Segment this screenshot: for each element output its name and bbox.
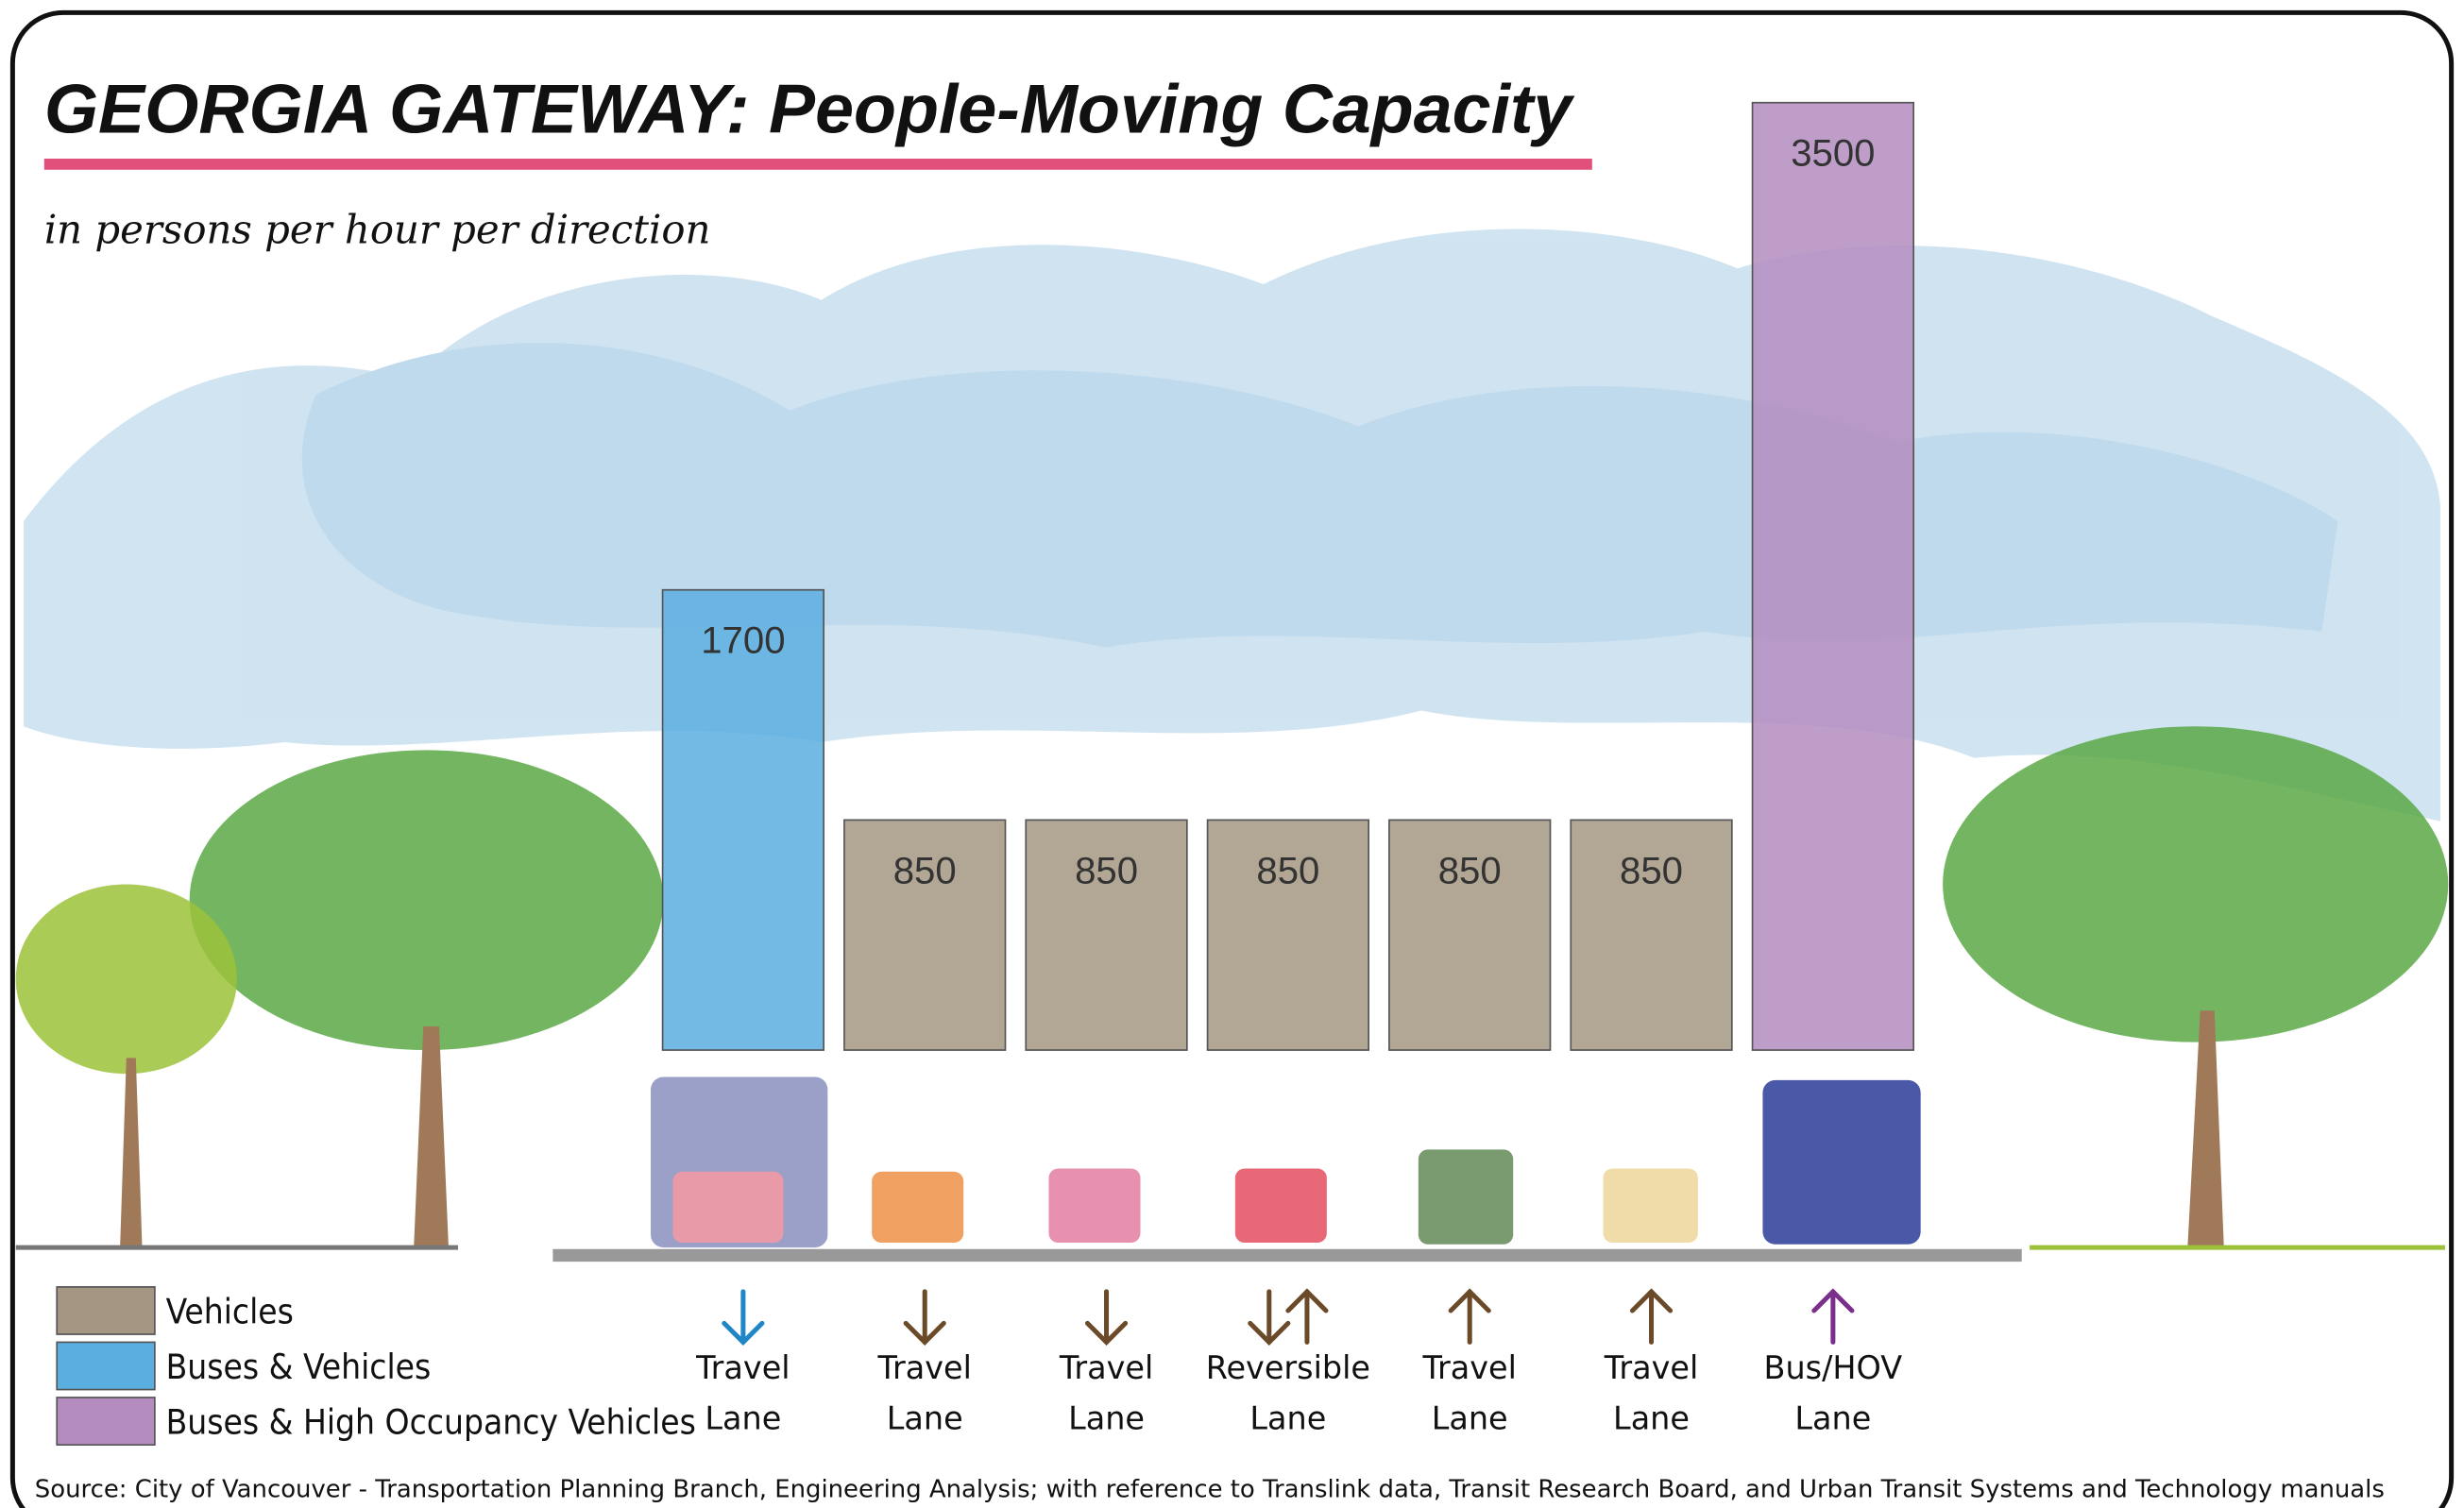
x-tick-label: Travel Lane [1422, 1348, 1517, 1437]
x-tick-label: Travel Lane [877, 1348, 972, 1437]
bar [661, 588, 825, 1051]
source: Source: City of Vancouver - Transportati… [35, 1475, 2385, 1503]
arrow-head [1084, 1320, 1129, 1346]
bar [843, 819, 1007, 1051]
frame [9, 9, 2455, 1508]
x-tick-label-box: Travel Lane [877, 1348, 972, 1437]
direction-arrow [1248, 1289, 1291, 1346]
value-label: 850 [1256, 849, 1319, 891]
legend-swatch [56, 1397, 156, 1446]
bar [1025, 819, 1188, 1051]
bar [1570, 819, 1733, 1051]
x-tick-label: Travel Lane [696, 1348, 790, 1437]
x-tick-label-box: Reversible Lane [1205, 1348, 1370, 1437]
value-label: 850 [1075, 849, 1138, 891]
x-tick-label: Travel Lane [1604, 1348, 1699, 1437]
direction-arrow [1448, 1288, 1491, 1345]
arrow-head [1629, 1288, 1674, 1313]
arrow-head [1248, 1320, 1291, 1346]
direction-arrow [1084, 1289, 1129, 1346]
value-label: 1700 [701, 619, 785, 662]
value-label: 850 [893, 849, 957, 891]
value-label: 850 [1438, 849, 1502, 891]
value-label: 3500 [1791, 132, 1875, 175]
direction-arrow [722, 1289, 765, 1346]
arrow-head [722, 1320, 765, 1346]
legend-swatch [56, 1286, 156, 1335]
chart-title: GEORGIA GATEWAY: People-Moving Capacity [44, 69, 1575, 147]
bar [1388, 819, 1552, 1051]
x-tick-label-box: Travel Lane [1604, 1348, 1699, 1437]
bar [1206, 819, 1370, 1051]
chart-subtitle: in persons per hour per direction [44, 207, 711, 253]
legend-swatch [56, 1341, 156, 1391]
scenery [15, 726, 2449, 1262]
arrow-head [1448, 1288, 1491, 1313]
legend-label: Vehicles [166, 1291, 294, 1331]
direction-arrow [1285, 1288, 1329, 1345]
x-tick-label: Bus/HOV Lane [1763, 1348, 1903, 1437]
legend-label: Buses & High Occupancy Vehicles [166, 1401, 696, 1442]
arrow-head [1811, 1288, 1855, 1313]
legend-label: Buses & Vehicles [166, 1347, 432, 1387]
direction-arrow [903, 1289, 946, 1346]
arrow-head [1285, 1288, 1329, 1313]
arrow-head [903, 1320, 946, 1346]
x-tick-label-box: Travel Lane [1422, 1348, 1517, 1437]
x-tick-label: Travel Lane [1059, 1348, 1154, 1437]
direction-arrow [1811, 1288, 1855, 1345]
bar [1751, 101, 1914, 1051]
value-label: 850 [1620, 849, 1683, 891]
x-tick-label: Reversible Lane [1205, 1348, 1370, 1437]
x-tick-label-box: Bus/HOV Lane [1763, 1348, 1903, 1437]
x-tick-label-box: Travel Lane [696, 1348, 790, 1437]
direction-arrow [1629, 1288, 1674, 1345]
x-tick-label-box: Travel Lane [1059, 1348, 1154, 1437]
